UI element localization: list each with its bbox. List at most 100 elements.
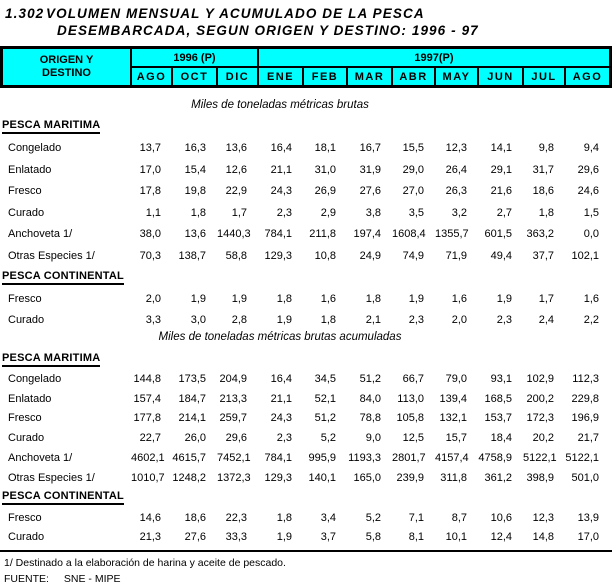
value-cell-5: 197,4 <box>353 228 381 241</box>
value-cell-9: 37,7 <box>532 249 554 262</box>
value-cell-5: 5,8 <box>365 531 381 544</box>
value-cell-7: 26,3 <box>445 185 467 198</box>
month-header-1997-p-feb: FEB <box>303 67 347 86</box>
value-cell-4: 52,1 <box>314 392 336 405</box>
value-cell-10: 102,1 <box>571 249 599 262</box>
value-cell-1: 16,3 <box>184 142 206 155</box>
value-cell-8: 10,6 <box>490 511 512 524</box>
row-label: Anchoveta 1/ <box>8 228 73 241</box>
source-value: SNE - MIPE <box>63 573 121 586</box>
value-cell-0: 22,7 <box>139 432 161 445</box>
value-cell-6: 7,1 <box>408 511 424 524</box>
value-cell-1: 1,9 <box>190 292 206 305</box>
value-cell-10: 17,0 <box>577 531 599 544</box>
data-row-fresco-block1: Fresco 17,8 19,8 22,9 24,3 26,9 27,6 27,0 26,3 21… <box>0 181 612 203</box>
month-header-1997-p-jun: JUN <box>478 67 523 86</box>
value-cell-10: 229,8 <box>571 392 599 405</box>
value-cell-7: 71,9 <box>445 249 467 262</box>
value-cell-8: 168,5 <box>484 392 512 405</box>
value-cell-5: 1,8 <box>365 292 381 305</box>
value-cell-4: 1,8 <box>320 314 336 327</box>
value-cell-4: 5,2 <box>320 432 336 445</box>
value-cell-8: 12,4 <box>490 531 512 544</box>
value-cell-7: 26,4 <box>445 163 467 176</box>
value-cell-7: 79,0 <box>445 372 467 385</box>
year-1997-header-cell: 1997(P) <box>258 48 610 67</box>
value-cell-1: 1248,2 <box>172 471 206 484</box>
value-cell-4: 140,1 <box>308 471 336 484</box>
data-row-fresco-block1: Fresco 2,0 1,9 1,9 1,8 1,6 1,8 1,9 1,6 1,9 1,7 1,6 <box>0 288 612 310</box>
value-cell-4: 995,9 <box>308 452 336 465</box>
value-cell-2: 29,6 <box>225 432 247 445</box>
value-cell-0: 17,8 <box>139 185 161 198</box>
value-cell-0: 2,0 <box>145 292 161 305</box>
footnote: 1/ Destinado a la elaboración de harina … <box>4 557 286 570</box>
row-label: Enlatado <box>8 392 52 405</box>
value-cell-3: 16,4 <box>270 142 292 155</box>
value-cell-5: 24,9 <box>359 249 381 262</box>
value-cell-4: 3,4 <box>320 511 336 524</box>
value-cell-3: 24,3 <box>270 185 292 198</box>
value-cell-2: 22,3 <box>225 511 247 524</box>
data-row-enlatado-block1: Enlatado 17,0 15,4 12,6 21,1 31,0 31,9 29,0 26,4… <box>0 159 612 181</box>
value-cell-3: 784,1 <box>264 228 292 241</box>
value-cell-7: 8,7 <box>451 511 467 524</box>
block-caption-1: Miles de toneladas métricas brutas <box>191 99 369 111</box>
value-cell-3: 1,8 <box>276 292 292 305</box>
month-header-1997-p-abr: ABR <box>392 67 435 86</box>
value-cell-4: 10,8 <box>314 249 336 262</box>
value-cell-7: 3,2 <box>451 206 467 219</box>
row-label: Fresco <box>8 412 42 425</box>
value-cell-4: 31,0 <box>314 163 336 176</box>
value-cell-5: 27,6 <box>359 185 381 198</box>
data-row-anchoveta-1-block1: Anchoveta 1/38,0 13,6 1440,3 784,1 211,8 197,… <box>0 224 612 246</box>
value-cell-5: 1193,3 <box>348 452 381 465</box>
value-cell-4: 26,9 <box>314 185 336 198</box>
value-cell-3: 129,3 <box>264 249 292 262</box>
row-label: Fresco <box>8 185 42 198</box>
value-cell-10: 1,6 <box>583 292 599 305</box>
value-cell-1: 19,8 <box>184 185 206 198</box>
value-cell-3: 2,3 <box>276 206 292 219</box>
value-cell-0: 4602,1 <box>131 452 165 465</box>
value-cell-2: 1440,3 <box>217 228 251 241</box>
section-heading-pesca-continental-block2: PESCA CONTINENTAL <box>0 488 612 508</box>
month-header-1996-p-oct: OCT <box>172 67 217 86</box>
value-cell-9: 18,6 <box>532 185 554 198</box>
value-cell-0: 1,1 <box>145 206 161 219</box>
value-cell-8: 4758,9 <box>478 452 512 465</box>
section-heading-pesca-continental-block1: PESCA CONTINENTAL <box>0 267 612 289</box>
value-cell-7: 2,0 <box>451 314 467 327</box>
value-cell-5: 78,8 <box>359 412 381 425</box>
value-cell-1: 214,1 <box>178 412 206 425</box>
month-header-1997-p-ene: ENE <box>258 67 303 86</box>
value-cell-6: 12,5 <box>402 432 424 445</box>
value-cell-7: 15,7 <box>445 432 467 445</box>
title-line-1: VOLUMEN MENSUAL Y ACUMULADO DE LA PESCA <box>46 6 425 21</box>
value-cell-1: 18,6 <box>184 511 206 524</box>
value-cell-8: 1,9 <box>496 292 512 305</box>
value-cell-10: 112,3 <box>572 372 599 385</box>
value-cell-0: 177,8 <box>133 412 161 425</box>
value-cell-2: 22,9 <box>225 185 247 198</box>
title-line-2: DESEMBARCADA, SEGUN ORIGEN Y DESTINO: 19… <box>57 23 479 38</box>
value-cell-0: 3,3 <box>145 314 161 327</box>
data-row-enlatado-block2: Enlatado 157,4 184,7 213,3 21,1 52,1 84,0 113,0… <box>0 389 612 409</box>
value-cell-5: 2,1 <box>365 314 381 327</box>
month-header-1997-p-ago: AGO <box>565 67 610 86</box>
value-cell-2: 58,8 <box>225 249 247 262</box>
value-cell-4: 51,2 <box>314 412 336 425</box>
origin-header-line1: ORIGEN Y <box>39 54 94 66</box>
value-cell-0: 14,6 <box>139 511 161 524</box>
value-cell-0: 17,0 <box>139 163 161 176</box>
value-cell-10: 1,5 <box>583 206 599 219</box>
value-cell-8: 29,1 <box>490 163 512 176</box>
value-cell-10: 0,0 <box>583 228 599 241</box>
value-cell-9: 102,9 <box>526 372 554 385</box>
value-cell-9: 200,2 <box>526 392 554 405</box>
value-cell-5: 3,8 <box>365 206 381 219</box>
value-cell-3: 1,9 <box>276 314 292 327</box>
value-cell-7: 132,1 <box>439 412 467 425</box>
value-cell-1: 138,7 <box>178 249 206 262</box>
value-cell-0: 144,8 <box>133 372 161 385</box>
